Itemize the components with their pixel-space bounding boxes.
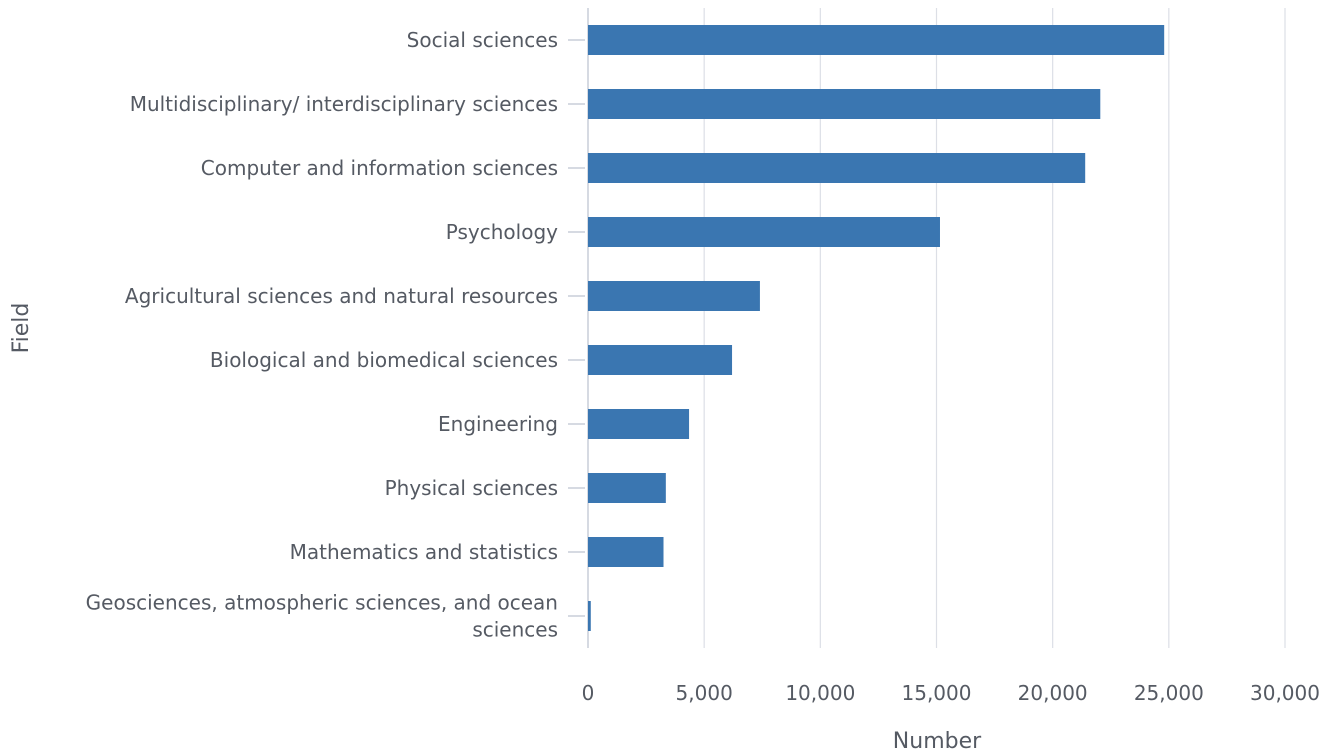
x-tick-label-1: 5,000: [676, 681, 733, 705]
category-label-2: Computer and information sciences: [201, 156, 558, 180]
bar-2: [588, 153, 1086, 183]
x-tick-label-6: 30,000: [1250, 681, 1320, 705]
bar-1: [588, 89, 1101, 119]
category-labels: Social sciences Multidisciplinary/ interd…: [86, 28, 585, 642]
bars: [588, 25, 1165, 631]
x-tick-label-3: 15,000: [902, 681, 972, 705]
category-label-3: Psychology: [446, 220, 558, 244]
category-label-4: Agricultural sciences and natural resour…: [125, 284, 558, 308]
category-label-7: Physical sciences: [385, 476, 558, 500]
y-axis-title: Field: [9, 303, 34, 354]
bar-7: [588, 473, 666, 503]
bar-0: [588, 25, 1165, 55]
bar-6: [588, 409, 690, 439]
bar-9: [588, 601, 591, 631]
bar-3: [588, 217, 940, 247]
x-tick-label-2: 10,000: [785, 681, 855, 705]
category-label-5: Biological and biomedical sciences: [210, 348, 558, 372]
x-axis-title: Number: [893, 729, 982, 754]
category-label-8: Mathematics and statistics: [290, 540, 558, 564]
x-tick-labels: 0 5,000 10,000 15,000 20,000 25,000 30,000: [582, 681, 1320, 705]
category-label-9-line-1: sciences: [472, 618, 558, 642]
x-tick-label-5: 25,000: [1134, 681, 1204, 705]
x-tick-label-0: 0: [582, 681, 595, 705]
bar-4: [588, 281, 760, 311]
bar-5: [588, 345, 733, 375]
x-tick-label-4: 20,000: [1018, 681, 1088, 705]
category-label-9-line-0: Geosciences, atmospheric sciences, and o…: [86, 591, 558, 615]
category-label-1: Multidisciplinary/ interdisciplinary sci…: [130, 92, 558, 116]
category-label-0: Social sciences: [407, 28, 558, 52]
category-label-6: Engineering: [438, 412, 558, 436]
bar-8: [588, 537, 664, 567]
